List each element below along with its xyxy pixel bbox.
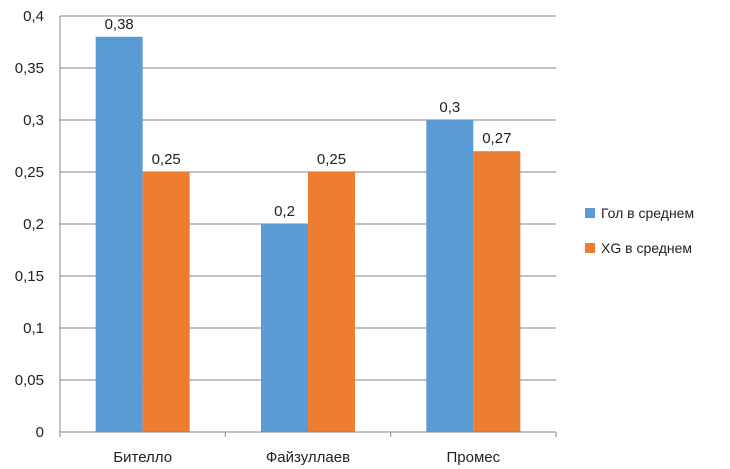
bars: [95, 36, 521, 433]
data-label: 0,2: [274, 203, 295, 220]
y-tick-label: 0,05: [15, 372, 44, 389]
category-label: Бителло: [113, 449, 172, 466]
legend-swatch: [585, 243, 595, 253]
bar: [308, 172, 355, 432]
legend-swatch: [585, 208, 595, 218]
y-tick-label: 0,4: [23, 8, 44, 25]
bar: [426, 120, 474, 432]
bar: [261, 224, 308, 432]
data-label: 0,27: [482, 130, 511, 147]
axes: [59, 16, 557, 437]
data-label: 0,3: [439, 99, 460, 116]
data-label: 0,25: [152, 151, 181, 168]
category-label: Промес: [447, 449, 501, 466]
y-tick-label: 0,15: [15, 268, 44, 285]
bar: [95, 36, 143, 433]
labels: 0 0,05 0,1 0,15 0,2 0,25 0,3 0,35 0,4 0,38 0,25 Бит…: [15, 8, 512, 466]
y-tick-label: 0,25: [15, 164, 44, 181]
data-label: 0,38: [105, 16, 134, 33]
data-label: 0,25: [317, 151, 346, 168]
legend: Гол в среднем XG в среднем: [585, 205, 694, 256]
category-label: Файзуллаев: [266, 449, 350, 466]
legend-label: Гол в среднем: [601, 205, 694, 221]
y-tick-label: 0,1: [23, 320, 44, 337]
bar: [473, 151, 521, 432]
y-tick-label: 0: [36, 424, 44, 441]
y-tick-label: 0,3: [23, 112, 44, 129]
bar: [142, 172, 190, 432]
y-tick-label: 0,2: [23, 216, 44, 233]
y-tick-label: 0,35: [15, 60, 44, 77]
legend-label: XG в среднем: [601, 240, 692, 256]
